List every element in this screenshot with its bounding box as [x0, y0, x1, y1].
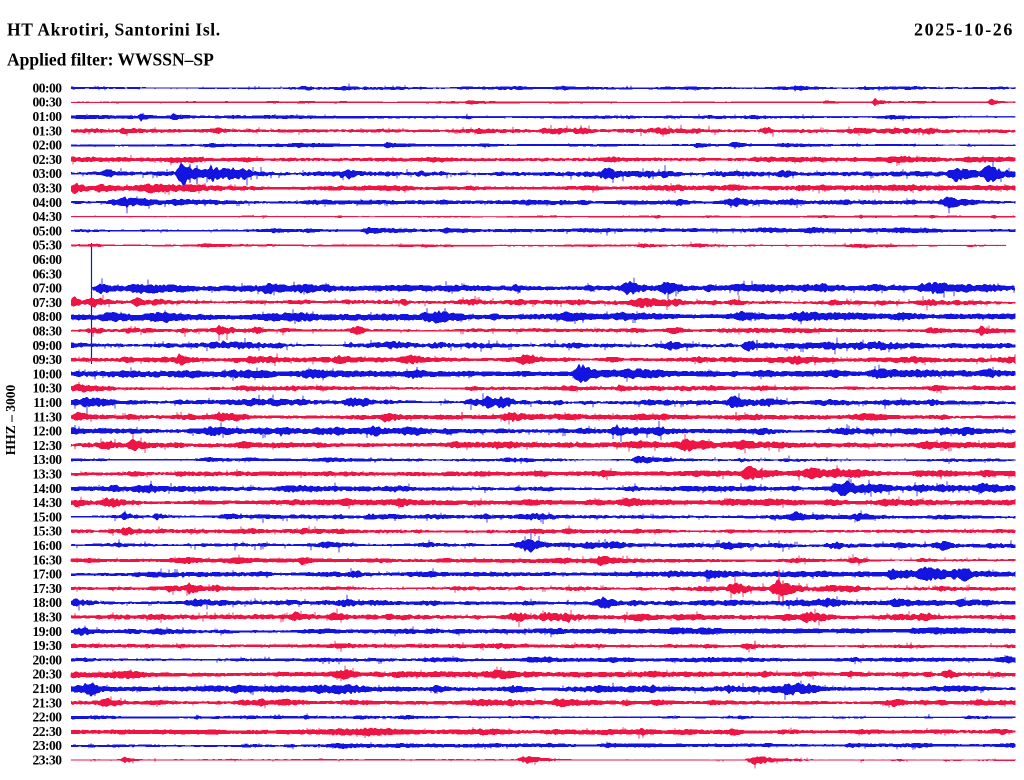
svg-text:17:30: 17:30 [33, 581, 63, 596]
svg-text:16:30: 16:30 [33, 552, 63, 567]
svg-text:04:00: 04:00 [33, 195, 63, 210]
svg-text:00:30: 00:30 [33, 95, 63, 110]
svg-text:05:30: 05:30 [33, 238, 63, 253]
svg-text:10:30: 10:30 [33, 381, 63, 396]
svg-text:21:00: 21:00 [33, 681, 63, 696]
svg-text:13:00: 13:00 [33, 452, 63, 467]
svg-text:16:00: 16:00 [33, 538, 63, 553]
svg-text:HT Akrotiri, Santorini Isl.: HT Akrotiri, Santorini Isl. [7, 20, 221, 40]
svg-text:07:00: 07:00 [33, 281, 63, 296]
svg-text:08:00: 08:00 [33, 309, 63, 324]
svg-text:HHZ – 3000: HHZ – 3000 [3, 385, 18, 456]
svg-text:00:00: 00:00 [33, 80, 63, 95]
svg-text:21:30: 21:30 [33, 695, 63, 710]
svg-text:01:30: 01:30 [33, 123, 63, 138]
svg-text:12:30: 12:30 [33, 438, 63, 453]
svg-text:01:00: 01:00 [33, 109, 63, 124]
svg-text:05:00: 05:00 [33, 223, 63, 238]
svg-text:15:30: 15:30 [33, 524, 63, 539]
svg-text:10:00: 10:00 [33, 366, 63, 381]
svg-text:02:30: 02:30 [33, 152, 63, 167]
svg-text:06:30: 06:30 [33, 266, 63, 281]
svg-text:13:30: 13:30 [33, 467, 63, 482]
svg-text:19:00: 19:00 [33, 624, 63, 639]
svg-text:03:30: 03:30 [33, 181, 63, 196]
svg-text:18:00: 18:00 [33, 595, 63, 610]
svg-text:20:00: 20:00 [33, 652, 63, 667]
svg-text:22:30: 22:30 [33, 724, 63, 739]
svg-text:18:30: 18:30 [33, 610, 63, 625]
svg-text:12:00: 12:00 [33, 424, 63, 439]
svg-text:09:30: 09:30 [33, 352, 63, 367]
svg-text:15:00: 15:00 [33, 509, 63, 524]
svg-text:03:00: 03:00 [33, 166, 63, 181]
svg-text:19:30: 19:30 [33, 638, 63, 653]
svg-text:23:30: 23:30 [33, 753, 63, 768]
svg-text:09:00: 09:00 [33, 338, 63, 353]
svg-text:06:00: 06:00 [33, 252, 63, 267]
svg-text:02:00: 02:00 [33, 138, 63, 153]
svg-text:04:30: 04:30 [33, 209, 63, 224]
svg-text:11:00: 11:00 [33, 395, 62, 410]
svg-text:08:30: 08:30 [33, 324, 63, 339]
svg-text:22:00: 22:00 [33, 710, 63, 725]
svg-text:17:00: 17:00 [33, 567, 63, 582]
svg-text:07:30: 07:30 [33, 295, 63, 310]
svg-text:14:00: 14:00 [33, 481, 63, 496]
svg-text:20:30: 20:30 [33, 667, 63, 682]
svg-text:14:30: 14:30 [33, 495, 63, 510]
svg-text:23:00: 23:00 [33, 738, 63, 753]
svg-text:Applied filter: WWSSN–SP: Applied filter: WWSSN–SP [7, 50, 214, 70]
svg-text:11:30: 11:30 [33, 409, 62, 424]
svg-text:2025-10-26: 2025-10-26 [914, 20, 1014, 40]
